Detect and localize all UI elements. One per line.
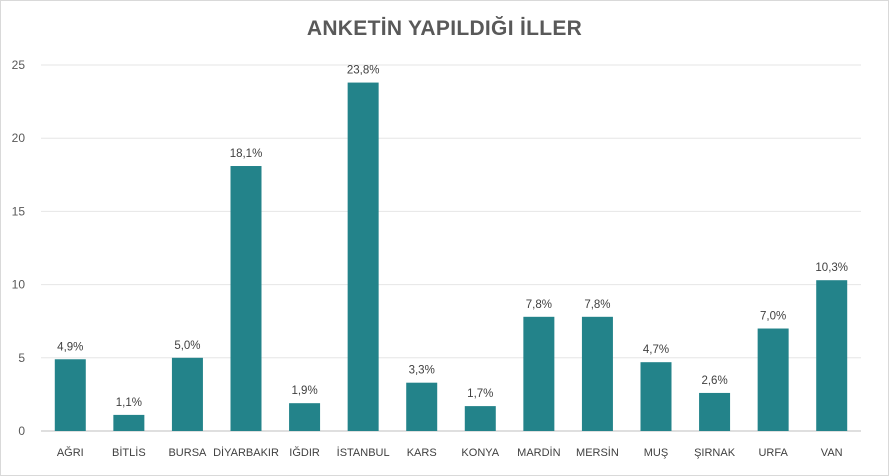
bar xyxy=(464,406,496,431)
bar xyxy=(406,382,438,431)
data-label: 18,1% xyxy=(230,148,263,160)
data-label: 7,8% xyxy=(584,299,610,311)
x-tick-label: ŞIRNAK xyxy=(694,447,736,459)
bar xyxy=(699,392,731,431)
gridlines xyxy=(41,64,861,432)
bar xyxy=(113,414,145,431)
data-label: 1,1% xyxy=(116,397,142,409)
x-tick-label: KARS xyxy=(407,447,437,459)
x-tick-label: KONYA xyxy=(461,447,499,459)
data-labels: 4,9% 1,1% 5,0% 18,1% 1,9% 23,8% 3,3% 1,7% 7,8% 7,… xyxy=(57,65,848,409)
x-tick-label: MERSİN xyxy=(576,446,619,459)
data-label: 3,3% xyxy=(409,365,435,377)
y-tick-label: 10 xyxy=(12,278,26,292)
y-axis: 0 5 10 15 20 25 xyxy=(12,58,26,438)
x-tick-label: MARDİN xyxy=(517,446,560,459)
x-axis: AĞRI BİTLİS BURSA DİYARBAKIR IĞDIR İSTANBUL KA… xyxy=(57,446,843,459)
bar xyxy=(816,280,848,431)
data-label: 7,0% xyxy=(760,311,786,323)
bars xyxy=(54,82,848,432)
data-label: 1,9% xyxy=(291,385,317,397)
data-label: 23,8% xyxy=(347,65,380,77)
x-tick-label: BURSA xyxy=(168,447,207,459)
y-tick-label: 15 xyxy=(12,204,26,218)
data-label: 1,7% xyxy=(467,388,493,400)
x-tick-label: BİTLİS xyxy=(112,446,146,459)
y-tick-label: 20 xyxy=(12,131,26,145)
bar xyxy=(171,357,203,431)
bar xyxy=(757,328,789,431)
x-tick-label: IĞDIR xyxy=(289,446,320,459)
x-tick-label: AĞRI xyxy=(57,446,84,459)
data-label: 4,9% xyxy=(57,341,83,353)
x-tick-label: VAN xyxy=(821,447,843,459)
x-tick-label: İSTANBUL xyxy=(337,446,390,459)
bar xyxy=(289,403,321,431)
y-tick-label: 25 xyxy=(12,58,26,72)
bar xyxy=(230,166,262,432)
data-label: 7,8% xyxy=(526,299,552,311)
chart-title: ANKETİN YAPILDIĞI İLLER xyxy=(306,17,583,40)
y-tick-label: 5 xyxy=(18,351,25,365)
data-label: 4,7% xyxy=(643,344,669,356)
data-label: 2,6% xyxy=(701,375,727,387)
x-tick-label: MUŞ xyxy=(644,447,668,459)
bar xyxy=(640,362,672,431)
y-tick-label: 0 xyxy=(18,424,25,438)
data-label: 10,3% xyxy=(815,262,848,274)
x-tick-label: URFA xyxy=(758,447,788,459)
x-tick-label: DİYARBAKIR xyxy=(213,446,279,459)
bar xyxy=(54,359,86,431)
bar xyxy=(523,316,555,431)
bar xyxy=(581,316,613,431)
bar xyxy=(347,82,379,432)
data-label: 5,0% xyxy=(174,340,200,352)
